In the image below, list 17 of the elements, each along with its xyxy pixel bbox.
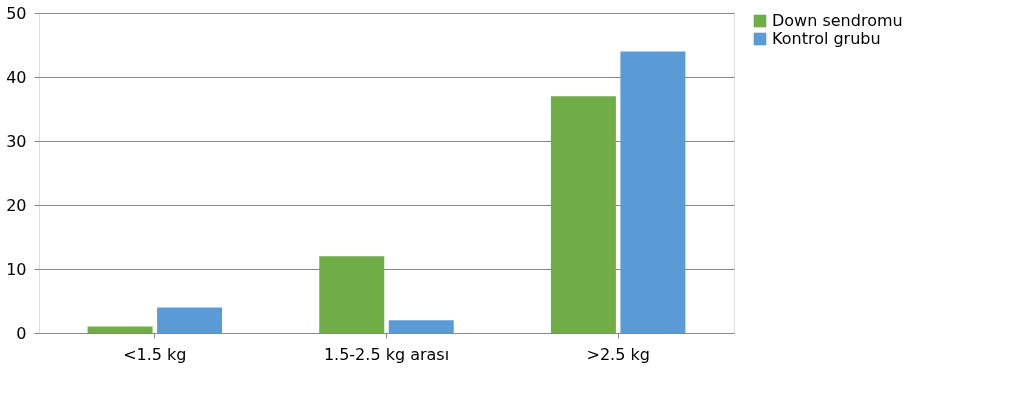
bar — [550, 96, 616, 333]
y-tick-label: 40 — [6, 67, 27, 87]
bar — [388, 320, 454, 333]
bar — [157, 307, 223, 333]
y-tick-label: 50 — [6, 3, 27, 23]
bar — [620, 51, 686, 333]
y-tick-label: 10 — [6, 259, 27, 279]
bar — [87, 326, 153, 333]
bar — [319, 256, 385, 333]
legend-label: Down sendromu — [772, 11, 903, 30]
x-tick-label: >2.5 kg — [586, 344, 650, 364]
y-tick-label: 0 — [16, 323, 27, 343]
x-tick-label: <1.5 kg — [123, 344, 187, 364]
legend-label: Kontrol grubu — [772, 29, 881, 48]
y-tick-label: 30 — [6, 131, 27, 151]
y-tick-label: 20 — [6, 195, 27, 215]
x-tick-label: 1.5-2.5 kg arası — [323, 344, 450, 364]
